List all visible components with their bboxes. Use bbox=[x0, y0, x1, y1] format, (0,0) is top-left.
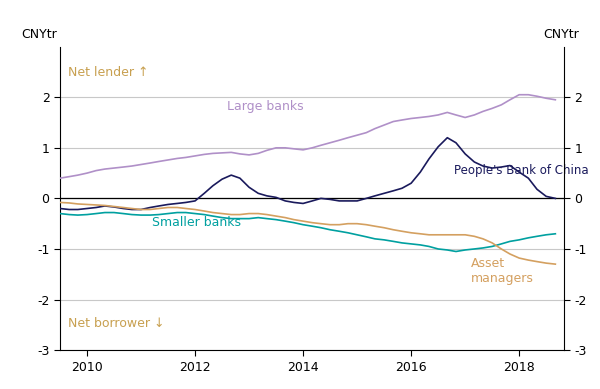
Text: CNYtr: CNYtr bbox=[543, 28, 579, 41]
Text: Asset
managers: Asset managers bbox=[470, 257, 533, 284]
Text: Net borrower ↓: Net borrower ↓ bbox=[68, 317, 164, 330]
Text: Large banks: Large banks bbox=[227, 100, 304, 114]
Text: CNYtr: CNYtr bbox=[21, 28, 57, 41]
Text: People's Bank of China: People's Bank of China bbox=[454, 164, 589, 177]
Text: Net lender ↑: Net lender ↑ bbox=[68, 66, 149, 79]
Text: Smaller banks: Smaller banks bbox=[152, 216, 241, 229]
